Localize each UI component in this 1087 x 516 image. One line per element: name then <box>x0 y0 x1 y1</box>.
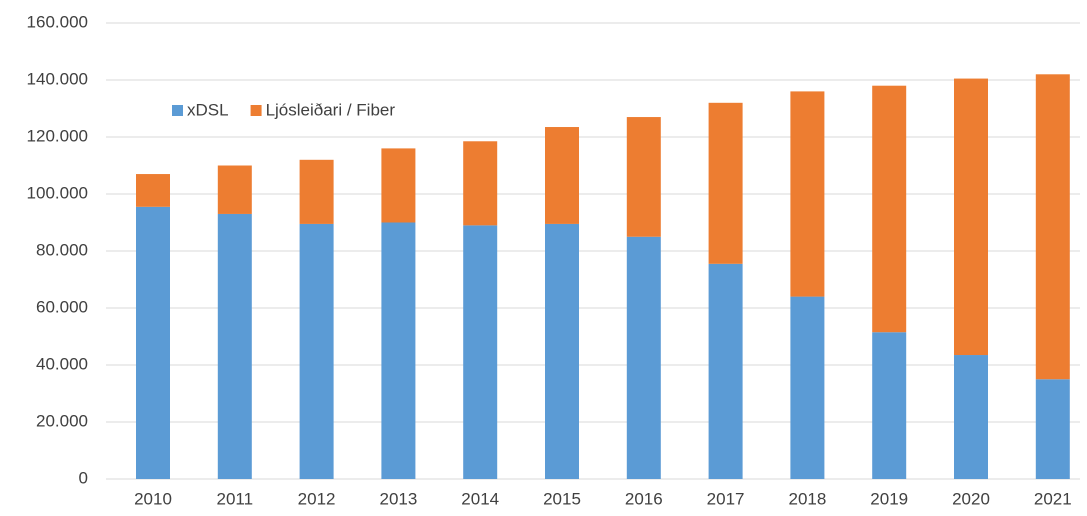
x-tick-label: 2019 <box>870 489 908 508</box>
bar-segment <box>954 78 988 356</box>
y-tick-label: 80.000 <box>36 240 88 259</box>
bar-segment <box>217 165 252 214</box>
bar-segment <box>217 213 252 479</box>
x-tick-label: 2012 <box>298 489 336 508</box>
bar-segment <box>708 263 743 479</box>
y-tick-label: 40.000 <box>36 354 88 373</box>
y-tick-label: 0 <box>79 468 88 487</box>
bar-segment <box>136 174 170 207</box>
bar-segment <box>381 148 416 223</box>
bar-segment <box>545 127 579 224</box>
y-tick-label: 60.000 <box>36 297 88 316</box>
x-tick-label: 2017 <box>707 489 745 508</box>
legend-label: xDSL <box>187 100 229 119</box>
bar-segment <box>381 222 416 479</box>
legend-swatch <box>172 105 183 116</box>
x-tick-label: 2013 <box>379 489 417 508</box>
legend-label: Ljósleiðari / Fiber <box>266 100 396 119</box>
bar-segment <box>136 206 170 479</box>
bar-segment <box>790 296 825 479</box>
bar-segment <box>1035 379 1070 479</box>
bar-segment <box>954 355 988 479</box>
bar-segment <box>463 225 498 479</box>
x-tick-label: 2018 <box>788 489 826 508</box>
x-tick-label: 2011 <box>217 489 254 508</box>
bar-segment <box>790 91 825 297</box>
bar-segment <box>626 236 661 479</box>
bar-segment <box>872 332 907 479</box>
bar-segment <box>872 85 907 333</box>
x-tick-label: 2016 <box>625 489 663 508</box>
legend-swatch <box>250 105 262 116</box>
bar-segment <box>463 141 498 226</box>
x-tick-label: 2020 <box>952 489 990 508</box>
bar-segment <box>626 117 661 237</box>
bar-segment <box>1035 74 1070 380</box>
y-tick-label: 120.000 <box>27 126 88 145</box>
x-tick-label: 2010 <box>134 489 172 508</box>
y-tick-label: 160.000 <box>27 12 88 31</box>
bar-segment <box>708 102 743 264</box>
y-tick-label: 140.000 <box>27 69 88 88</box>
x-tick-label: 2014 <box>461 489 499 508</box>
x-tick-label: 2021 <box>1034 489 1072 508</box>
y-tick-label: 20.000 <box>36 411 88 430</box>
bar-segment <box>299 159 334 224</box>
x-tick-label: 2015 <box>543 489 581 508</box>
bar-segment <box>299 223 334 479</box>
bar-segment <box>545 223 579 479</box>
y-tick-label: 100.000 <box>27 183 88 202</box>
